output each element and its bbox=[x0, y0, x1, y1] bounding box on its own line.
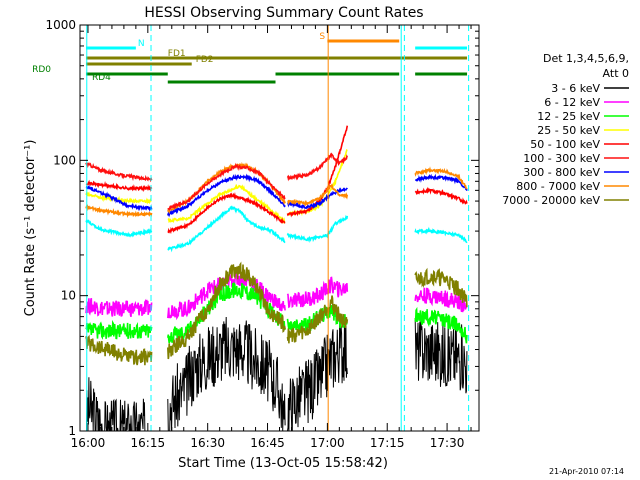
legend-item-label: 25 - 50 keV bbox=[537, 124, 600, 137]
series-line bbox=[86, 377, 152, 432]
y-tick-label: 10 bbox=[61, 289, 76, 303]
series-line bbox=[286, 295, 349, 344]
series-line bbox=[85, 162, 153, 183]
x-tick-label: 17:00 bbox=[310, 436, 345, 450]
y-tick-label: 1 bbox=[68, 424, 76, 438]
series-line bbox=[415, 173, 468, 191]
y-axis: 1 10 100 1000 bbox=[45, 18, 479, 438]
x-tick-label: 16:15 bbox=[131, 436, 166, 450]
legend-item-label: 300 - 800 keV bbox=[523, 166, 600, 179]
legend-item-label: 800 - 7000 keV bbox=[516, 180, 600, 193]
x-tick-label: 17:15 bbox=[370, 436, 405, 450]
series-line bbox=[85, 334, 153, 366]
flag-label-rd4: RD4 bbox=[92, 73, 111, 83]
y-axis-label: Count Rate (s⁻¹ detector⁻¹) bbox=[23, 140, 38, 317]
series-line bbox=[85, 204, 153, 218]
series-line bbox=[286, 152, 348, 182]
series-line bbox=[167, 261, 286, 360]
x-tick-label: 17:30 bbox=[430, 436, 465, 450]
flag-label-s: S bbox=[319, 32, 325, 42]
instrument-flags: N S FD1 FD2 RD0 RD4 bbox=[32, 32, 468, 84]
series-line bbox=[286, 276, 349, 309]
series-line bbox=[167, 205, 286, 253]
legend-item-label: 3 - 6 keV bbox=[551, 82, 600, 95]
x-axis-label: Start Time (13-Oct-05 15:58:42) bbox=[178, 456, 388, 471]
series-line bbox=[414, 226, 468, 244]
series-line bbox=[167, 183, 286, 225]
flag-label-fd2: FD2 bbox=[196, 55, 214, 65]
series-line bbox=[414, 306, 468, 344]
x-tick-label: 16:45 bbox=[250, 436, 285, 450]
timestamp-footer: 21-Apr-2010 07:14 bbox=[549, 467, 624, 476]
series-line bbox=[287, 315, 348, 432]
flag-label-n: N bbox=[138, 39, 145, 49]
vertical-markers bbox=[86, 25, 470, 431]
series-line bbox=[85, 179, 153, 193]
y-tick-label: 100 bbox=[53, 153, 76, 167]
series-line bbox=[414, 186, 468, 205]
legend-header-attenuator: Att 0 bbox=[603, 67, 629, 80]
legend-item-label: 6 - 12 keV bbox=[544, 96, 600, 109]
x-axis: 16:00 16:15 16:30 16:45 17:00 17:15 17:30 bbox=[71, 25, 472, 450]
flag-label-fd1: FD1 bbox=[168, 49, 186, 59]
series-line bbox=[167, 191, 286, 235]
legend-item-label: 50 - 100 keV bbox=[530, 138, 600, 151]
series-line bbox=[85, 185, 153, 212]
series-group bbox=[85, 125, 468, 432]
y-tick-label: 1000 bbox=[45, 18, 76, 32]
legend-item-label: 7000 - 20000 keV bbox=[502, 194, 600, 207]
series-line bbox=[85, 319, 153, 340]
x-tick-label: 16:30 bbox=[190, 436, 225, 450]
series-line bbox=[167, 316, 286, 432]
flag-label-rd0: RD0 bbox=[32, 65, 51, 75]
legend-item-label: 12 - 25 keV bbox=[537, 110, 600, 123]
series-line bbox=[287, 182, 349, 207]
series-line bbox=[286, 214, 349, 243]
series-line bbox=[414, 166, 468, 190]
chart-title: HESSI Observing Summary Count Rates bbox=[144, 5, 423, 21]
legend-header-detectors: Det 1,3,4,5,6,9, bbox=[543, 52, 629, 65]
x-tick-label: 16:00 bbox=[71, 436, 106, 450]
series-line bbox=[167, 173, 286, 218]
series-line bbox=[414, 267, 468, 308]
legend-item-label: 100 - 300 keV bbox=[523, 152, 600, 165]
series-line bbox=[414, 318, 468, 394]
series-line bbox=[167, 162, 286, 211]
series-line bbox=[85, 218, 153, 238]
series-line bbox=[85, 297, 153, 317]
series-line bbox=[85, 191, 152, 205]
